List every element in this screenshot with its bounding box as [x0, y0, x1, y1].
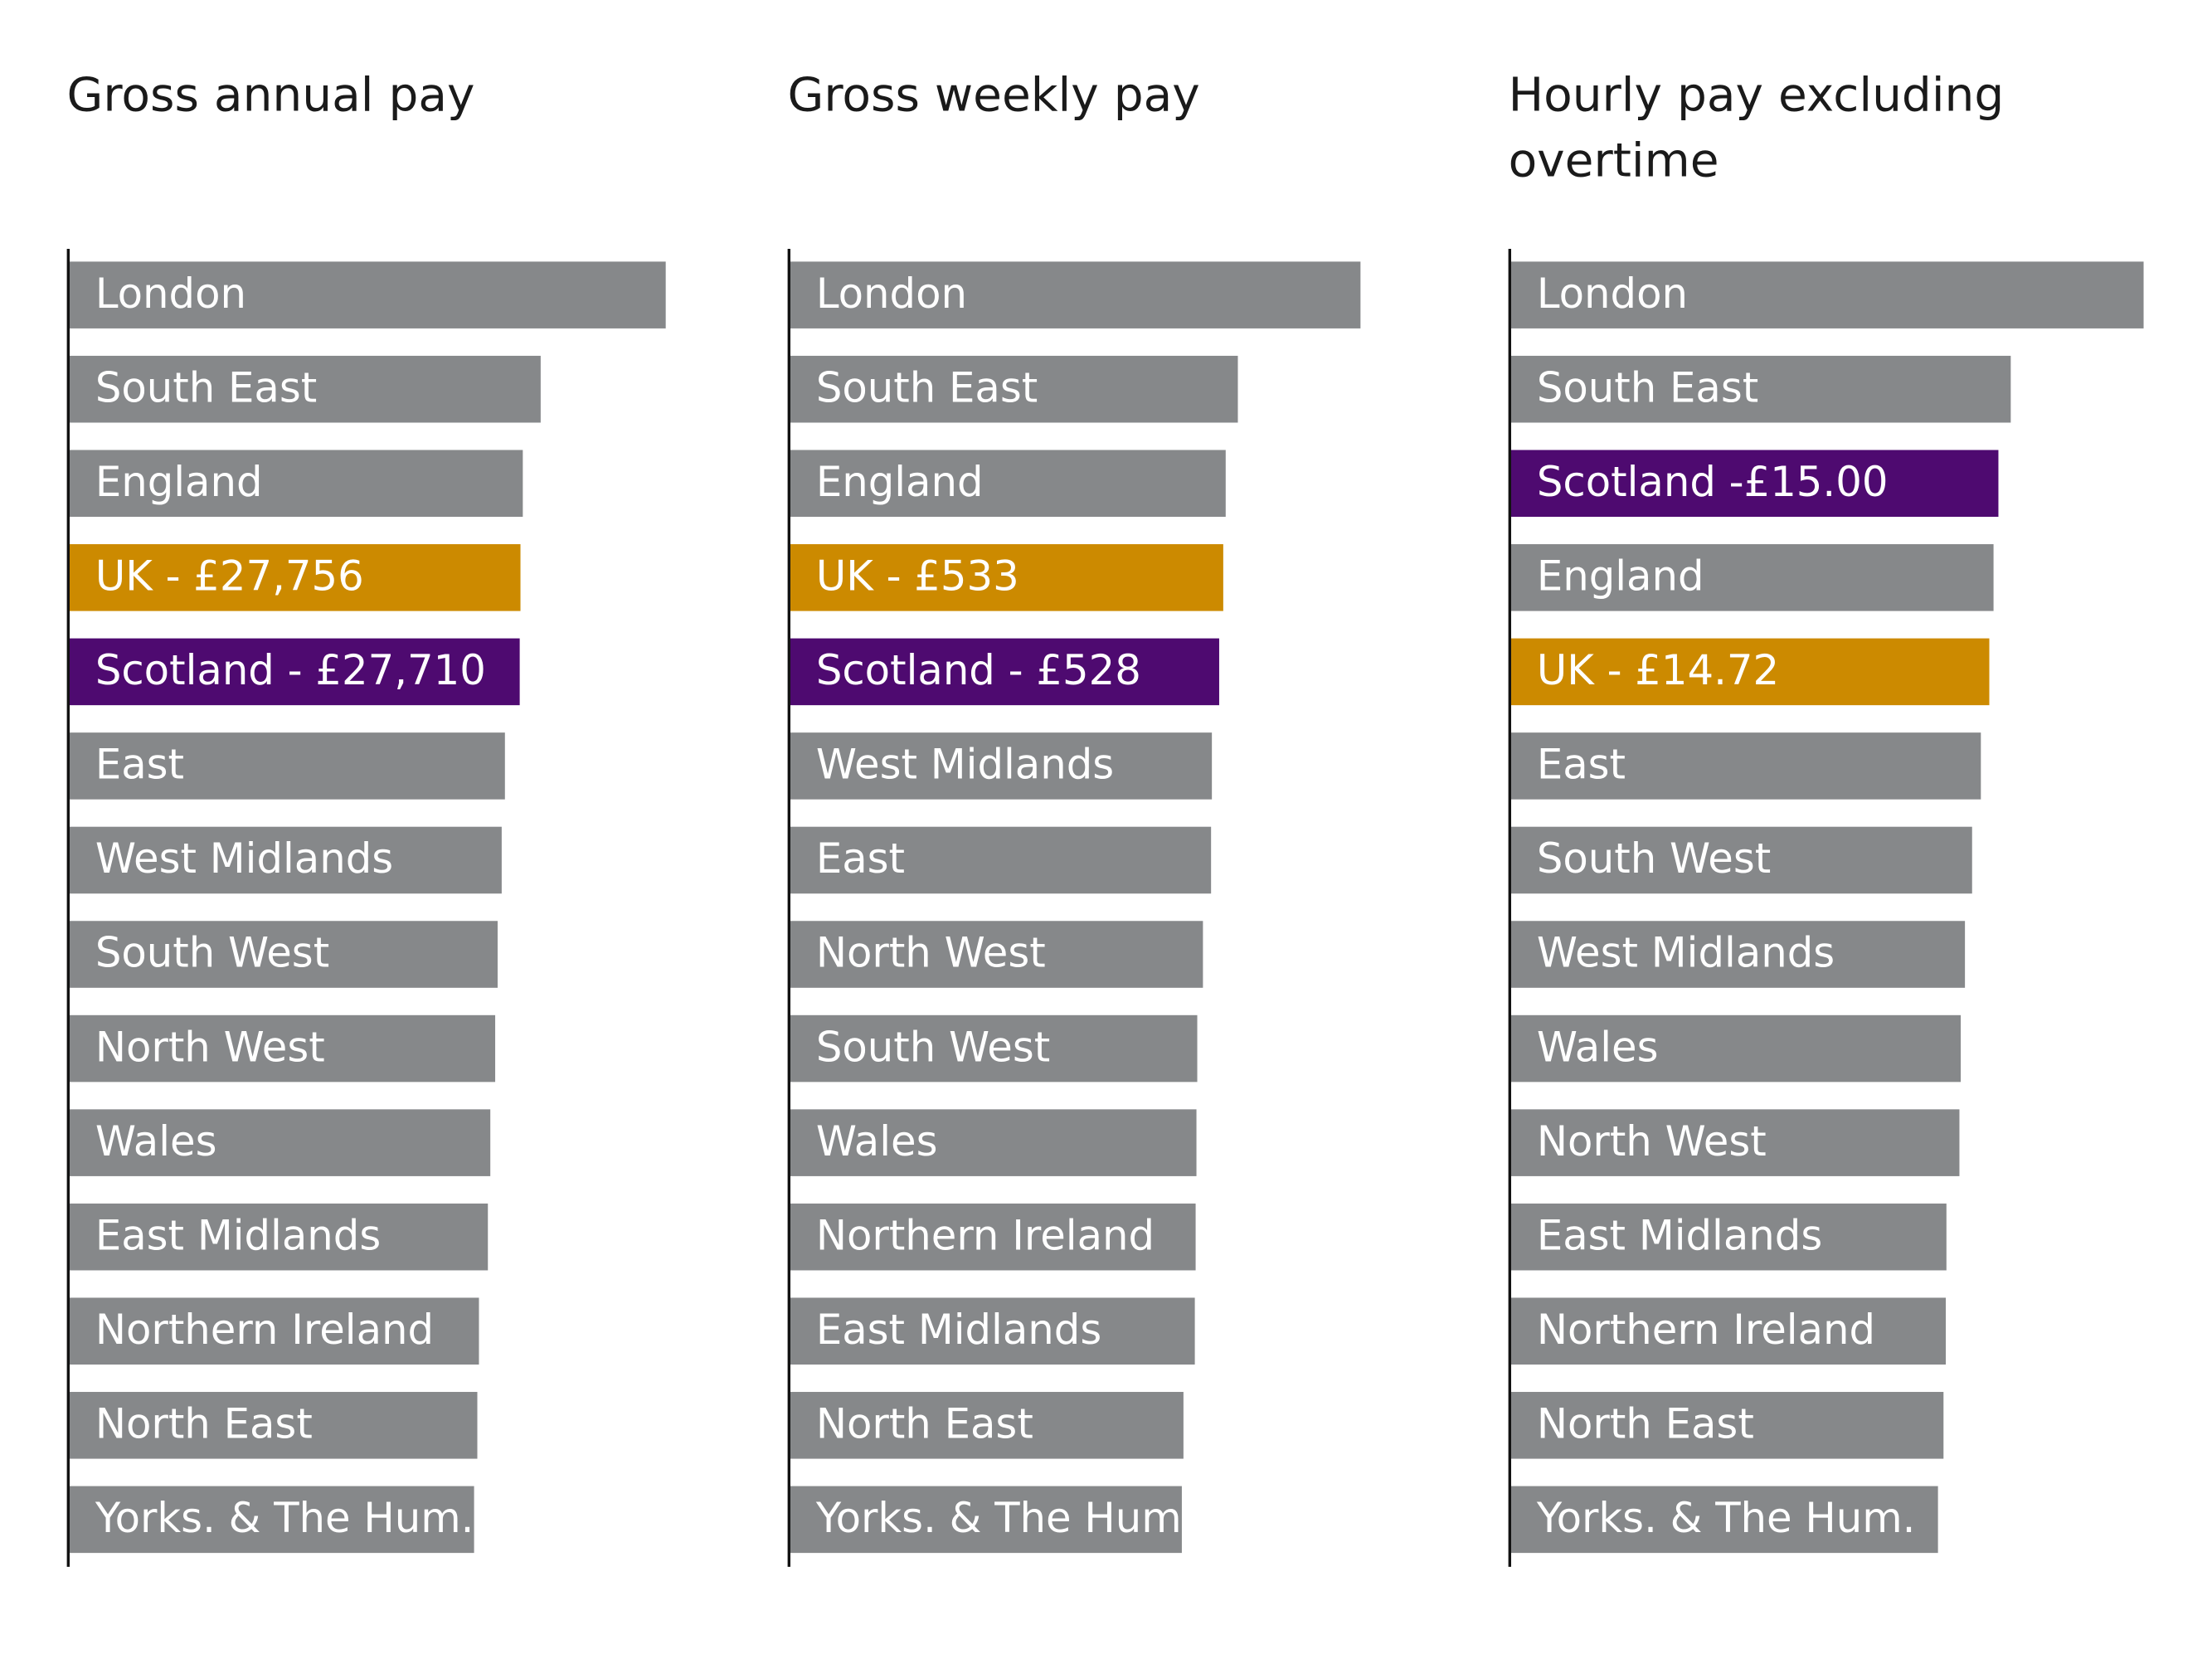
bar-label: North West [1537, 1117, 1767, 1165]
bar [790, 921, 1203, 988]
bar-label: West Midlands [1537, 929, 1835, 977]
chart-title: Gross weekly pay [787, 66, 1200, 123]
bar [69, 826, 502, 894]
bar [790, 732, 1213, 800]
bar-label: England [816, 458, 984, 506]
bar-label: East [1537, 741, 1626, 789]
bar [790, 826, 1212, 894]
bar [1510, 1297, 1947, 1365]
bar-label: Yorks. & The Hum. [815, 1494, 1195, 1542]
bar [790, 1297, 1195, 1365]
bar-label: Wales [1537, 1023, 1659, 1071]
bar [69, 544, 521, 611]
bar-label: East Midlands [1537, 1211, 1822, 1259]
bar-label: Northern Ireland [95, 1306, 434, 1354]
chart: Hourly pay excluding overtime London South… [1508, 0, 2212, 1658]
bar [790, 261, 1361, 328]
bar [69, 921, 498, 988]
bar [1510, 1203, 1947, 1271]
bar [69, 638, 520, 706]
bar-label: Northern Ireland [1537, 1306, 1875, 1354]
bar-label: Wales [816, 1117, 938, 1165]
bar [790, 1203, 1196, 1271]
bar-label: Northern Ireland [816, 1211, 1155, 1259]
plot: London South East England UK - £533 Scotland… [787, 248, 1361, 1567]
bar [1510, 638, 1990, 706]
bar [790, 1392, 1184, 1459]
bar-label: North East [816, 1400, 1033, 1448]
bar [69, 1392, 478, 1459]
bar-label: UK - £533 [816, 552, 1019, 601]
bar-label: Scotland - £27,710 [95, 646, 486, 694]
bar [69, 261, 666, 328]
bar-label: Wales [95, 1117, 217, 1165]
bar [790, 450, 1226, 518]
bar [790, 1486, 1182, 1554]
bar-label: Yorks. & The Hum. [95, 1494, 474, 1542]
bar [790, 1109, 1197, 1176]
chart-title: Gross annual pay [66, 66, 475, 123]
bar [1510, 1109, 1960, 1176]
bar-label: London [95, 270, 246, 318]
bar-label: London [1537, 270, 1688, 318]
plot: London South East Scotland -£15.00 England U… [1508, 248, 2144, 1567]
bar-label: Scotland - £528 [816, 646, 1141, 694]
bar [1510, 1014, 1962, 1082]
bar [69, 732, 505, 800]
bar-label: South West [1537, 834, 1771, 883]
bar-label: South East [95, 363, 317, 411]
bar-label: North West [95, 1023, 325, 1071]
bar [790, 1014, 1198, 1082]
bar-label: South East [816, 363, 1038, 411]
bar [1510, 1392, 1944, 1459]
chart: Gross weekly pay London South East England U… [787, 0, 1499, 1658]
bar [69, 1109, 491, 1176]
bar-label: West Midlands [816, 741, 1114, 789]
bar-label: West Midlands [95, 834, 393, 883]
bar-label: England [1537, 552, 1704, 601]
bar-label: East Midlands [816, 1306, 1101, 1354]
bar [69, 450, 523, 518]
bar-label: England [95, 458, 263, 506]
bar-label: UK - £27,756 [95, 552, 364, 601]
bar [1510, 826, 1972, 894]
bar-label: South West [816, 1023, 1050, 1071]
bar [1510, 261, 2144, 328]
bar-label: South East [1537, 363, 1758, 411]
bar [790, 544, 1223, 611]
bar-label: East [816, 834, 905, 883]
bar-label: London [816, 270, 967, 318]
bar [1510, 921, 1966, 988]
plot: London South East England UK - £27,756 Scotl… [66, 248, 666, 1567]
chart-title: Hourly pay excluding overtime [1508, 66, 2005, 188]
bar-label: East Midlands [95, 1211, 381, 1259]
bar [1510, 1486, 1938, 1554]
bar [790, 355, 1238, 423]
bar-label: North East [95, 1400, 313, 1448]
bar [69, 355, 541, 423]
bar-label: Yorks. & The Hum. [1536, 1494, 1916, 1542]
bar [69, 1297, 479, 1365]
bar [1510, 544, 1994, 611]
bar [69, 1486, 474, 1554]
bar [1510, 732, 1981, 800]
chart: Gross annual pay London South East England U… [66, 0, 778, 1658]
bar-label: Scotland -£15.00 [1537, 458, 1889, 506]
bar [69, 1203, 489, 1271]
bar-label: East [95, 741, 184, 789]
bar-label: North East [1537, 1400, 1754, 1448]
bar [69, 1014, 496, 1082]
bar [1510, 450, 1999, 518]
bar [790, 638, 1219, 706]
bar-label: North West [816, 929, 1046, 977]
bar-label: UK - £14.72 [1537, 646, 1779, 694]
bar [1510, 355, 2011, 423]
bar-label: South West [95, 929, 329, 977]
